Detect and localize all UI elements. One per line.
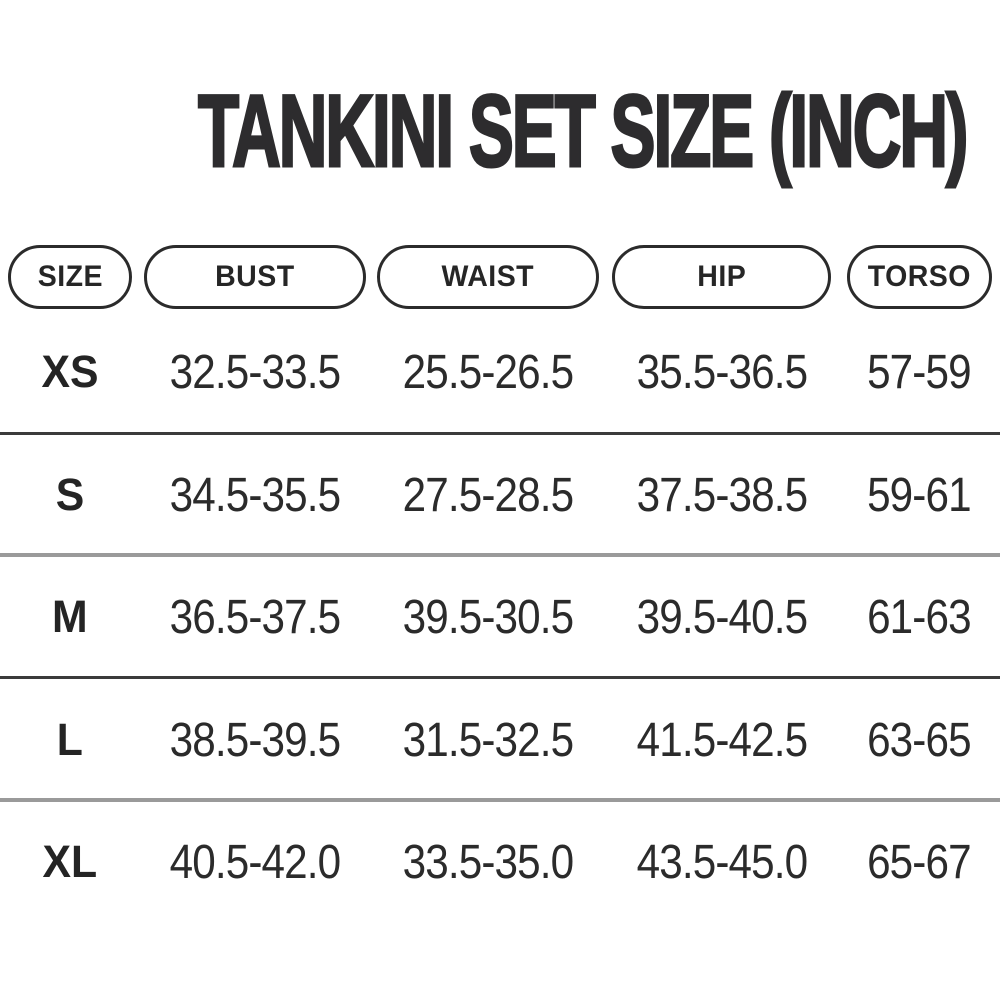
hip-value: 39.5-40.5 [605,590,838,645]
bust-value-m: 36.5-37.5 [169,590,341,644]
row-divider [0,676,1000,679]
torso-value: 63-65 [838,713,1000,768]
waist-value-xl: 33.5-35.0 [402,835,573,889]
column-header-pill-torso: TORSO [846,245,992,309]
size-value: S [0,469,140,521]
waist-value-s: 27.5-28.5 [402,468,573,522]
torso-value: 57-59 [838,345,1000,400]
waist-value: 33.5-35.0 [370,835,605,890]
header-cell-hip: HIP [605,245,838,309]
waist-value: 39.5-30.5 [370,590,605,645]
hip-value-xl: 43.5-45.0 [636,835,807,889]
hip-value: 37.5-38.5 [605,468,838,523]
table-row-s: S 34.5-35.5 27.5-28.5 37.5-38.5 59-61 [0,460,1000,530]
waist-value-xs: 25.5-26.5 [402,345,573,399]
table-row-xl: XL 40.5-42.0 33.5-35.0 43.5-45.0 65-67 [0,827,1000,897]
bust-value-l: 38.5-39.5 [169,713,341,767]
table-header-row: SIZE BUST WAIST HIP TORSO [0,245,1000,309]
bust-value: 32.5-33.5 [140,345,370,400]
torso-value: 61-63 [838,590,1000,645]
column-header-waist-label: WAIST [441,260,534,293]
column-header-pill-bust: BUST [144,245,366,309]
row-divider [0,798,1000,802]
hip-value: 41.5-42.5 [605,713,838,768]
bust-value-xs: 32.5-33.5 [169,345,341,399]
size-label-l: L [56,714,84,765]
torso-value: 65-67 [838,835,1000,890]
bust-value: 36.5-37.5 [140,590,370,645]
bust-value-xl: 40.5-42.0 [169,835,341,889]
page-title: TANKINI SET SIZE (INCH) [0,68,1000,194]
hip-value: 43.5-45.0 [605,835,838,890]
hip-value-m: 39.5-40.5 [636,590,807,644]
waist-value: 27.5-28.5 [370,468,605,523]
table-row-l: L 38.5-39.5 31.5-32.5 41.5-42.5 63-65 [0,705,1000,775]
column-header-pill-waist: WAIST [376,245,599,309]
size-label-m: M [52,591,88,642]
size-value: XS [0,346,140,398]
waist-value-l: 31.5-32.5 [402,713,573,767]
size-label-s: S [55,469,85,520]
bust-value: 38.5-39.5 [140,713,370,768]
bust-value: 34.5-35.5 [140,468,370,523]
size-value: L [0,714,140,766]
bust-value: 40.5-42.0 [140,835,370,890]
torso-value-m: 61-63 [867,590,972,644]
page-title-text: TANKINI SET SIZE (INCH) [197,73,969,190]
hip-value-xs: 35.5-36.5 [636,345,807,399]
table-row-xs: XS 32.5-33.5 25.5-26.5 35.5-36.5 57-59 [0,337,1000,407]
hip-value: 35.5-36.5 [605,345,838,400]
column-header-hip-label: HIP [697,260,746,293]
column-header-pill-size: SIZE [8,245,132,309]
size-value: XL [0,836,140,888]
waist-value: 31.5-32.5 [370,713,605,768]
column-header-bust-label: BUST [215,260,295,293]
column-header-pill-hip: HIP [612,245,831,309]
header-cell-waist: WAIST [370,245,605,309]
size-label-xl: XL [42,836,98,887]
header-cell-torso: TORSO [838,245,1000,309]
column-header-size-label: SIZE [37,260,103,293]
waist-value: 25.5-26.5 [370,345,605,400]
size-value: M [0,591,140,643]
hip-value-s: 37.5-38.5 [636,468,807,522]
column-header-torso-label: TORSO [867,260,971,293]
table-row-m: M 36.5-37.5 39.5-30.5 39.5-40.5 61-63 [0,582,1000,652]
torso-value: 59-61 [838,468,1000,523]
waist-value-m: 39.5-30.5 [402,590,573,644]
header-cell-size: SIZE [0,245,140,309]
row-divider [0,553,1000,557]
torso-value-l: 63-65 [867,713,972,767]
hip-value-l: 41.5-42.5 [636,713,807,767]
torso-value-s: 59-61 [867,468,972,522]
row-divider [0,432,1000,435]
header-cell-bust: BUST [140,245,370,309]
size-label-xs: XS [41,346,99,397]
bust-value-s: 34.5-35.5 [169,468,341,522]
torso-value-xl: 65-67 [867,835,972,889]
torso-value-xs: 57-59 [867,345,972,399]
